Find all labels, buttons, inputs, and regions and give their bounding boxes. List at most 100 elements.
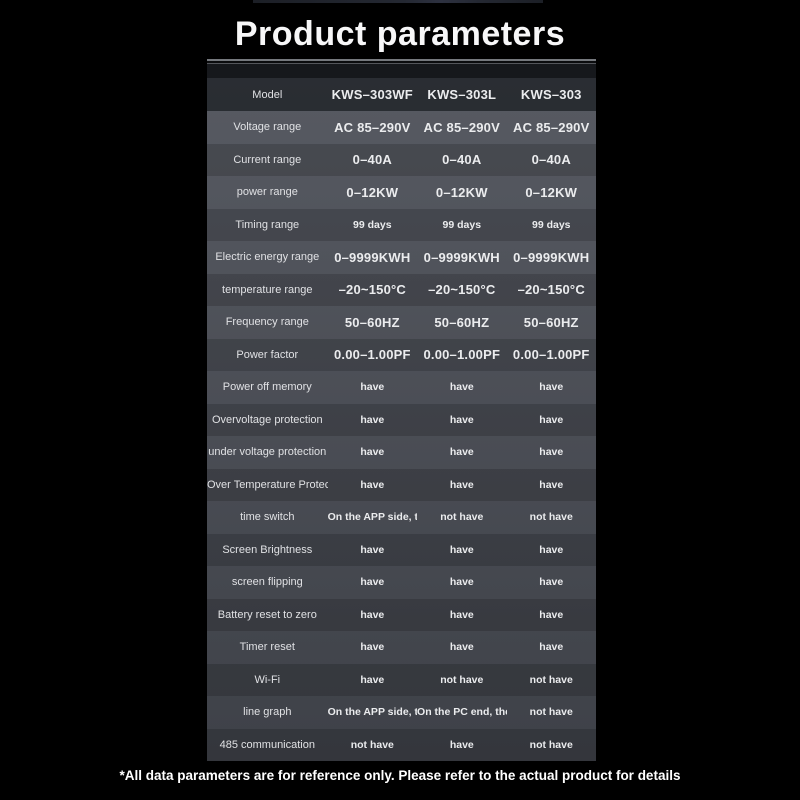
row-value: not have	[350, 738, 394, 751]
row-label: line graph	[243, 706, 292, 719]
row-value: have	[539, 478, 564, 491]
row-value: not have	[529, 511, 573, 524]
row-value: not have	[529, 673, 573, 686]
row-label: Power factor	[236, 348, 299, 361]
table-header-row: Model KWS–303WF KWS–303L KWS–303	[207, 78, 596, 111]
row-value: have	[449, 608, 474, 621]
table-row: power range 0–12KW 0–12KW 0–12KW	[207, 176, 596, 209]
row-value: 0.00–1.00PF	[333, 347, 411, 363]
row-label: Current range	[233, 153, 302, 166]
row-value: 99 days	[442, 218, 482, 231]
header-label: Model	[252, 88, 283, 101]
row-value: 50–60HZ	[434, 314, 490, 330]
row-value: have	[539, 641, 564, 654]
row-value: On the APP side, there are	[327, 511, 418, 524]
table-row: under voltage protection have have have	[207, 436, 596, 469]
row-value: 0–9999KWH	[513, 249, 590, 265]
table-top-rule	[207, 59, 596, 61]
table-row: Overvoltage protection have have have	[207, 403, 596, 436]
row-label: Battery reset to zero	[217, 608, 317, 621]
row-value: have	[360, 413, 385, 426]
row-value: have	[449, 641, 474, 654]
row-label: Wi-Fi	[254, 673, 281, 686]
table-row: temperature range –20~150°C –20~150°C –20~1…	[207, 273, 596, 306]
row-label: screen flipping	[231, 576, 303, 589]
header-col-model-3: KWS–303	[520, 87, 582, 102]
row-value: have	[539, 543, 564, 556]
row-value: have	[449, 576, 474, 589]
table-top-rule-lower	[207, 63, 596, 64]
table-row: Power factor 0.00–1.00PF 0.00–1.00PF 0.00–1…	[207, 338, 596, 371]
table-row: Frequency range 50–60HZ 50–60HZ 50–60HZ	[207, 306, 596, 339]
row-value: 0–9999KWH	[334, 249, 411, 265]
row-value: have	[539, 413, 564, 426]
row-value: AC 85–290V	[423, 119, 500, 135]
table-row: Battery reset to zero have have have	[207, 598, 596, 631]
row-value: have	[360, 381, 385, 394]
row-value: have	[539, 576, 564, 589]
row-value: 50–60HZ	[344, 314, 400, 330]
table-row: Screen Brightness have have have	[207, 533, 596, 566]
row-value: On the PC end, there are	[417, 706, 506, 719]
row-label: Electric energy range	[215, 251, 320, 264]
row-value: have	[449, 478, 474, 491]
row-value: have	[539, 381, 564, 394]
table-row: Voltage range AC 85–290V AC 85–290V AC 85–2…	[207, 111, 596, 144]
row-label: under voltage protection	[208, 446, 327, 459]
row-value: AC 85–290V	[513, 119, 590, 135]
row-label: Screen Brightness	[222, 543, 313, 556]
row-value: have	[449, 446, 474, 459]
row-value: not have	[529, 738, 573, 751]
row-value: have	[360, 446, 385, 459]
row-label: Overvoltage protection	[211, 413, 323, 426]
spec-table: Model KWS–303WF KWS–303L KWS–303 Voltage…	[207, 59, 596, 761]
row-value: On the APP side, there are	[327, 706, 418, 719]
row-label: power range	[236, 186, 298, 199]
table-row: Current range 0–40A 0–40A 0–40A	[207, 143, 596, 176]
row-value: 0–40A	[442, 152, 482, 168]
row-label: Frequency range	[225, 316, 309, 329]
row-value: 99 days	[353, 218, 392, 231]
row-value: have	[449, 543, 474, 556]
row-value: have	[449, 738, 474, 751]
row-value: 0.00–1.00PF	[512, 347, 590, 363]
row-label: 485 communication	[219, 738, 315, 751]
row-value: have	[449, 413, 474, 426]
table-row: 485 communication not have have not have	[207, 728, 596, 761]
row-value: not have	[529, 706, 573, 719]
table-row: time switch On the APP side, there are not…	[207, 501, 596, 534]
row-value: 0–12KW	[346, 184, 399, 200]
row-value: have	[539, 608, 564, 621]
row-value: have	[539, 446, 564, 459]
table-header-strip	[207, 64, 596, 78]
row-label: Power off memory	[222, 381, 312, 394]
table-row: Wi-Fi have not have not have	[207, 663, 596, 696]
row-value: 50–60HZ	[523, 314, 579, 330]
row-value: have	[360, 608, 385, 621]
header-col-model-1: KWS–303WF	[331, 87, 413, 102]
row-value: have	[360, 673, 385, 686]
row-value: have	[360, 478, 385, 491]
row-value: –20~150°C	[428, 282, 496, 298]
row-value: –20~150°C	[338, 282, 406, 298]
row-value: 99 days	[531, 218, 571, 231]
row-value: have	[360, 576, 385, 589]
row-value: have	[360, 641, 385, 654]
row-value: 0–40A	[531, 152, 571, 168]
row-value: 0–9999KWH	[423, 249, 500, 265]
row-value: have	[360, 543, 385, 556]
row-value: not have	[440, 511, 484, 524]
table-row: screen flipping have have have	[207, 566, 596, 599]
table-row: Over Temperature Protection have have have	[207, 468, 596, 501]
table-body: Model KWS–303WF KWS–303L KWS–303 Voltage…	[207, 78, 596, 761]
row-value: 0–12KW	[525, 184, 578, 200]
row-label: Voltage range	[233, 121, 302, 134]
row-value: 0–40A	[352, 152, 392, 168]
table-row: Timer reset have have have	[207, 631, 596, 664]
row-label: Over Temperature Protection	[207, 478, 328, 491]
row-value: AC 85–290V	[334, 119, 411, 135]
row-value: 0–12KW	[435, 184, 488, 200]
row-label: Timer reset	[239, 641, 295, 654]
row-label: temperature range	[222, 283, 313, 296]
